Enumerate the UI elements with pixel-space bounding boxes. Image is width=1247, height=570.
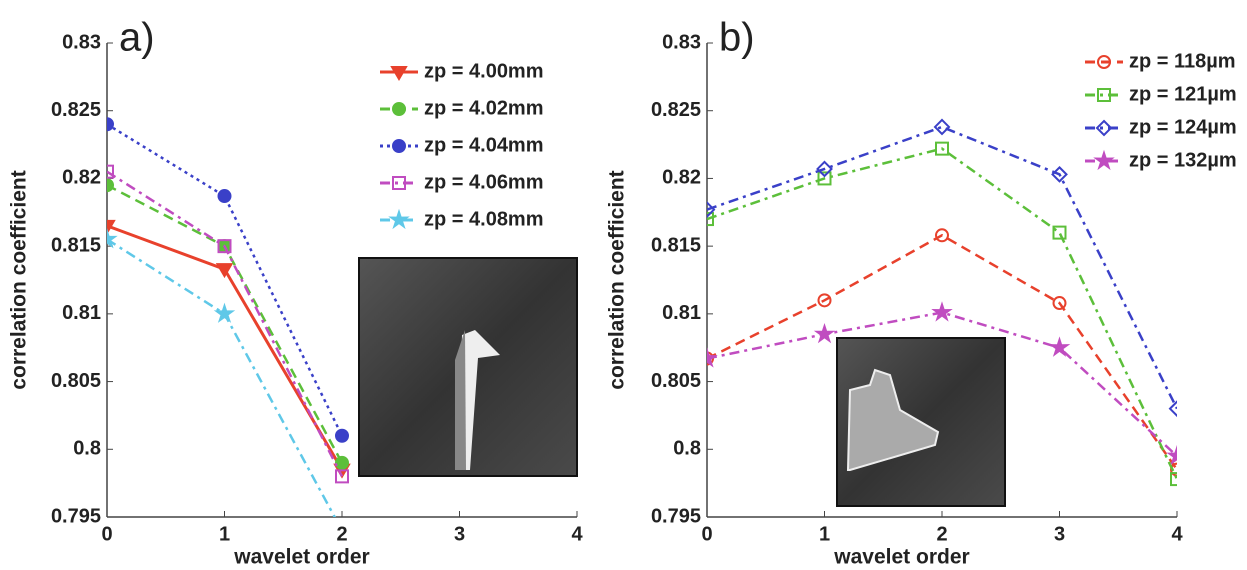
marker (816, 160, 833, 178)
legend-marker (1097, 55, 1111, 69)
legend-marker (392, 102, 406, 116)
marker (935, 141, 949, 156)
marker (707, 347, 718, 368)
legend-marker (1093, 149, 1115, 171)
marker (707, 212, 714, 227)
x-tick-label: 4 (571, 523, 583, 545)
legend-marker (390, 66, 408, 81)
marker (215, 263, 234, 279)
plot-area (707, 118, 1177, 487)
marker (107, 228, 118, 249)
y-tick-label: 0.8 (673, 438, 701, 460)
marker (1051, 165, 1068, 183)
legend-label: zp = 118µm (1129, 50, 1236, 72)
series-line (707, 125, 1177, 410)
series-line (107, 184, 344, 464)
marker (707, 201, 716, 218)
marker (107, 178, 114, 193)
y-tick-label: 0.81 (662, 302, 701, 324)
marker (1168, 400, 1177, 418)
marker (217, 189, 232, 204)
legend-label: zp = 4.08mm (424, 208, 544, 230)
y-axis-label: correlation coefficient (8, 170, 31, 389)
marker (107, 164, 114, 179)
x-tick-label: 2 (336, 523, 347, 545)
x-tick-label: 4 (1171, 523, 1183, 545)
x-tick-label: 3 (1054, 523, 1065, 545)
y-tick-label: 0.805 (651, 370, 701, 392)
marker (817, 171, 832, 186)
y-tick-label: 0.81 (62, 302, 101, 324)
marker (217, 239, 232, 254)
series-line (107, 224, 344, 471)
x-tick-label: 2 (936, 523, 947, 545)
plot-area (107, 117, 351, 517)
marker (933, 118, 951, 136)
marker (1170, 462, 1177, 477)
legend-marker (1097, 88, 1111, 102)
legend-label: zp = 4.04mm (424, 134, 544, 156)
series-line (107, 123, 344, 437)
marker (931, 301, 953, 322)
series-line (107, 238, 337, 517)
y-axis-label: correlation coefficient (606, 170, 629, 389)
y-tick-label: 0.825 (51, 99, 101, 121)
marker (813, 322, 836, 344)
legend-label: zp = 132µm (1129, 149, 1237, 171)
panel-title: a) (119, 16, 155, 60)
x-tick-label: 1 (819, 523, 830, 545)
y-tick-label: 0.805 (51, 370, 101, 392)
marker (935, 228, 949, 243)
y-tick-label: 0.82 (62, 167, 101, 189)
marker (213, 302, 236, 323)
marker (1170, 472, 1177, 487)
y-tick-label: 0.83 (662, 31, 701, 53)
marker (107, 219, 116, 235)
y-tick-label: 0.795 (51, 505, 101, 527)
legend-label: zp = 124µm (1129, 116, 1237, 138)
x-tick-label: 1 (219, 523, 230, 545)
y-tick-label: 0.8 (73, 438, 101, 460)
legend-marker (1095, 119, 1113, 137)
legend-marker (392, 176, 406, 190)
series-line (707, 147, 1177, 480)
marker (335, 469, 349, 484)
x-tick-label: 0 (101, 523, 112, 545)
y-tick-label: 0.83 (62, 31, 101, 53)
y-tick-label: 0.825 (651, 99, 701, 121)
legend-label: zp = 4.06mm (424, 171, 544, 193)
series-line (107, 170, 344, 477)
x-tick-label: 0 (701, 523, 712, 545)
panel-title: b) (719, 16, 755, 60)
y-tick-label: 0.795 (651, 505, 701, 527)
legend-label: zp = 4.02mm (424, 97, 544, 119)
series-line (707, 233, 1177, 471)
marker (817, 293, 832, 308)
marker (1166, 444, 1177, 466)
legend-marker (388, 208, 410, 230)
x-axis-label: wavelet order (833, 546, 969, 569)
marker (1052, 296, 1067, 311)
legend-marker (392, 139, 406, 153)
inset-image (358, 257, 578, 477)
legend-label: zp = 121µm (1129, 83, 1237, 105)
marker (335, 455, 349, 470)
marker (335, 428, 349, 443)
marker (1048, 336, 1071, 357)
marker (107, 117, 114, 132)
marker (1052, 225, 1067, 240)
x-tick-label: 3 (454, 523, 465, 545)
y-tick-label: 0.815 (651, 234, 701, 256)
inset-image (836, 337, 1006, 507)
legend-label: zp = 4.00mm (424, 60, 544, 82)
y-tick-label: 0.815 (51, 234, 101, 256)
x-axis-label: wavelet order (233, 546, 369, 569)
y-tick-label: 0.82 (662, 167, 701, 189)
